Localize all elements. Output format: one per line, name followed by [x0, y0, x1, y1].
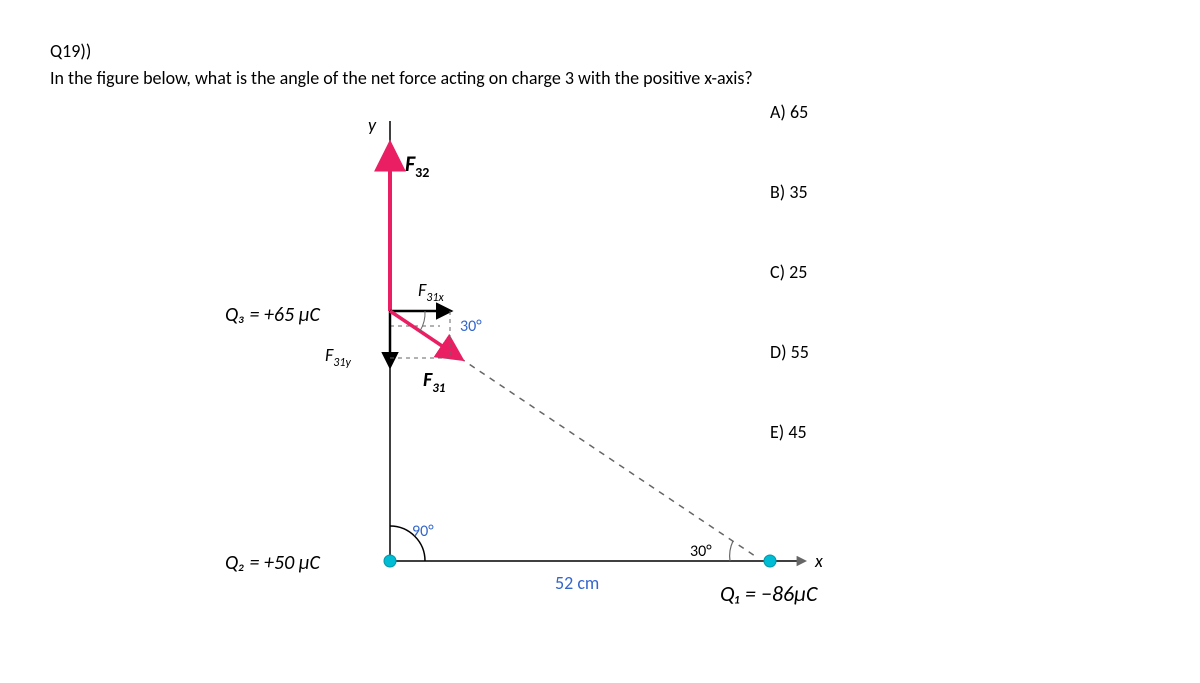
q2-label: Q₂ = +50 μC — [225, 551, 321, 575]
question-number: Q19)) — [50, 40, 1150, 62]
x-axis-label: x — [814, 550, 823, 572]
q3-label: Q₃ = +65 μC — [225, 303, 320, 327]
distance-label: 52 cm — [555, 572, 599, 594]
F32-label: F32 — [405, 150, 429, 181]
option-e[interactable]: E) 45 — [770, 421, 809, 443]
q1-label: Q₁ = −86μC — [720, 580, 818, 607]
y-axis-label: y — [368, 114, 377, 136]
angle-90: 90° — [412, 522, 434, 541]
F31y-label: F31y — [325, 344, 351, 370]
option-a[interactable]: A) 65 — [770, 101, 809, 123]
option-b[interactable]: B) 35 — [770, 181, 809, 203]
answer-options: A) 65 B) 35 C) 25 D) 55 E) 45 — [770, 101, 809, 443]
option-d[interactable]: D) 55 — [770, 341, 809, 363]
angle-30-q3: 30° — [460, 317, 482, 336]
option-c[interactable]: C) 25 — [770, 261, 809, 283]
F31x-label: F31x — [418, 279, 444, 305]
F31-label: F31 — [423, 368, 446, 396]
question-text: In the figure below, what is the angle o… — [50, 66, 1150, 91]
physics-diagram: y x F32 30° — [130, 111, 750, 611]
angle-30-q1: 30° — [690, 542, 712, 561]
